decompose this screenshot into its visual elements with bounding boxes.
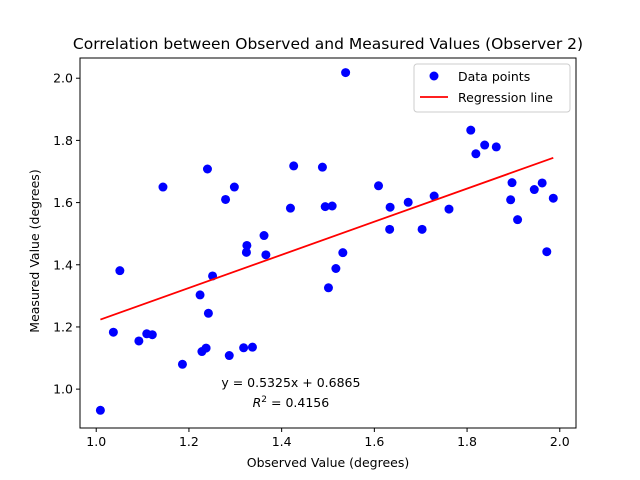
y-tick-label: 1.6 [53,195,73,210]
data-point [548,193,558,203]
x-tick-label: 1.0 [86,434,106,449]
data-point [242,240,252,250]
data-point [506,195,516,205]
data-point [115,266,125,276]
data-point [229,182,239,192]
legend-label-data-points: Data points [458,69,530,84]
data-point [327,201,337,211]
regression-equation: y = 0.5325x + 0.6865 [221,375,360,390]
data-point [241,247,251,257]
data-point [385,202,395,212]
x-tick-label: 1.8 [457,434,477,449]
data-point [203,308,213,318]
data-point [221,194,231,204]
data-point [529,185,539,195]
x-tick-label: 1.4 [272,434,292,449]
x-tick-label: 1.6 [364,434,384,449]
data-point [177,359,187,369]
data-point [134,336,144,346]
regression-line [100,156,554,321]
data-point [513,215,523,225]
legend-marker-data-points [429,71,439,81]
data-point [403,197,413,207]
data-point [261,250,271,260]
legend-label-regression-line: Regression line [458,90,553,105]
data-point [338,248,348,258]
legend: Data points Regression line [413,63,571,113]
y-tick-label: 1.2 [53,319,73,334]
y-tick-label: 2.0 [53,71,73,86]
data-point [323,283,333,293]
data-point [444,204,454,214]
chart-title: Correlation between Observed and Measure… [73,35,583,53]
r-superscript: 2 [261,395,267,405]
data-point [158,182,168,192]
y-axis-label: Measured Value (degrees) [27,169,42,332]
data-point [491,142,501,152]
y-tick-label: 1.4 [53,257,73,272]
data-point [417,224,427,234]
data-point [480,140,490,150]
data-point [374,181,384,191]
data-point [507,178,517,188]
axes [79,57,577,429]
legend-box [413,63,571,113]
y-tick-label: 1.0 [53,382,73,397]
data-point [471,149,481,159]
data-point [224,351,234,361]
data-point [108,327,118,337]
data-point [195,290,205,300]
data-point [542,247,552,257]
regression-annotations: y = 0.5325x + 0.6865 R2 = 0.4156 [221,375,360,410]
data-point [239,343,249,353]
y-tick-label: 1.8 [53,133,73,148]
data-point [331,263,341,273]
data-point [289,161,299,171]
data-point [320,202,330,212]
data-point [537,178,547,188]
data-point [201,343,211,353]
plot-frame [79,57,577,429]
r-symbol: R [253,395,262,410]
data-point [466,125,476,135]
data-point [95,405,105,415]
x-tick-label: 1.2 [179,434,199,449]
chart-marks [95,68,558,415]
data-point [317,162,327,172]
data-point [259,231,269,241]
data-point [247,342,257,352]
x-axis-label: Observed Value (degrees) [247,455,409,470]
data-point [147,330,157,340]
data-point [429,191,439,201]
x-tick-label: 2.0 [550,434,570,449]
ticks: 1.0 1.2 1.4 1.6 1.8 2.0 1.0 1.2 1.4 1.6 1.8 2.0 [53,71,570,449]
data-point [202,164,212,174]
data-point [385,224,395,234]
data-point [285,203,295,213]
data-point [341,68,351,78]
r-squared-value: = 0.4156 [267,395,329,410]
r-squared-annotation: R2 = 0.4156 [253,395,330,410]
